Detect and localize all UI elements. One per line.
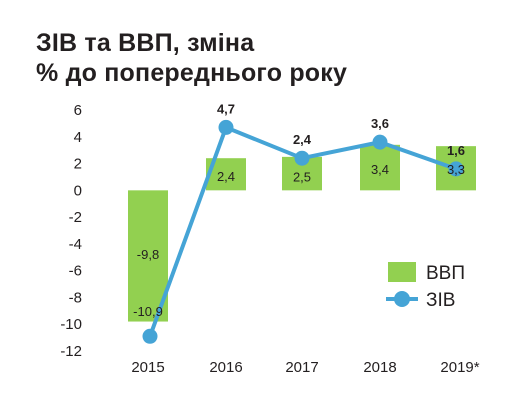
gdp-value-label: 3,3 — [447, 162, 465, 177]
y-tick-label: -2 — [69, 209, 82, 226]
x-tick-label: 2017 — [285, 359, 318, 376]
legend-fdi-label: ЗІВ — [426, 290, 455, 311]
gdp-bar-labels: -9,8 2,4 2,5 3,4 3,3 — [137, 162, 465, 262]
fdi-value-label: -10,9 — [133, 304, 163, 319]
fdi-point — [372, 134, 388, 150]
fdi-value-label: 2,4 — [293, 132, 312, 147]
fdi-point — [294, 150, 310, 166]
legend: ВВП ЗІВ — [386, 262, 465, 311]
chart-title: ЗІВ та ВВП, зміна % до попереднього року — [36, 28, 496, 88]
fdi-point-labels: -10,9 4,7 2,4 3,6 1,6 — [133, 101, 465, 319]
x-tick-label: 2015 — [131, 359, 164, 376]
y-tick-label: 0 — [74, 182, 82, 199]
chart-title-line1: ЗІВ та ВВП, зміна — [36, 29, 255, 57]
y-tick-label: -12 — [60, 343, 82, 360]
x-tick-label: 2016 — [209, 359, 242, 376]
fdi-value-label: 1,6 — [447, 143, 465, 158]
gdp-bars — [128, 144, 476, 322]
x-tick-label: 2018 — [363, 359, 396, 376]
legend-gdp-label: ВВП — [426, 263, 465, 284]
y-tick-label: -4 — [69, 236, 82, 253]
y-tick-label: 6 — [74, 102, 82, 119]
y-axis: 6 4 2 0 -2 -4 -6 -8 -10 -12 — [60, 102, 82, 360]
gdp-value-label: -9,8 — [137, 247, 159, 262]
fdi-line — [142, 119, 464, 344]
fdi-value-label: 3,6 — [371, 116, 389, 131]
fdi-point — [218, 119, 234, 135]
gdp-value-label: 2,4 — [217, 169, 235, 184]
y-tick-label: -6 — [69, 263, 82, 280]
gdp-value-label: 3,4 — [371, 162, 389, 177]
x-axis: 2015 2016 2017 2018 2019* — [131, 359, 479, 376]
fdi-value-label: 4,7 — [217, 101, 235, 116]
gdp-value-label: 2,5 — [293, 169, 311, 184]
y-tick-label: -8 — [69, 289, 82, 306]
y-tick-label: 4 — [74, 129, 82, 146]
fdi-point — [142, 328, 158, 344]
legend-gdp-swatch — [388, 262, 416, 282]
x-tick-label: 2019* — [440, 359, 479, 376]
legend-fdi-marker — [394, 291, 410, 307]
fdi-point — [448, 161, 464, 177]
y-tick-label: -10 — [60, 316, 82, 333]
chart-title-line2: % до попереднього року — [36, 59, 348, 87]
y-tick-label: 2 — [74, 156, 82, 173]
gdp-bar — [360, 144, 400, 191]
